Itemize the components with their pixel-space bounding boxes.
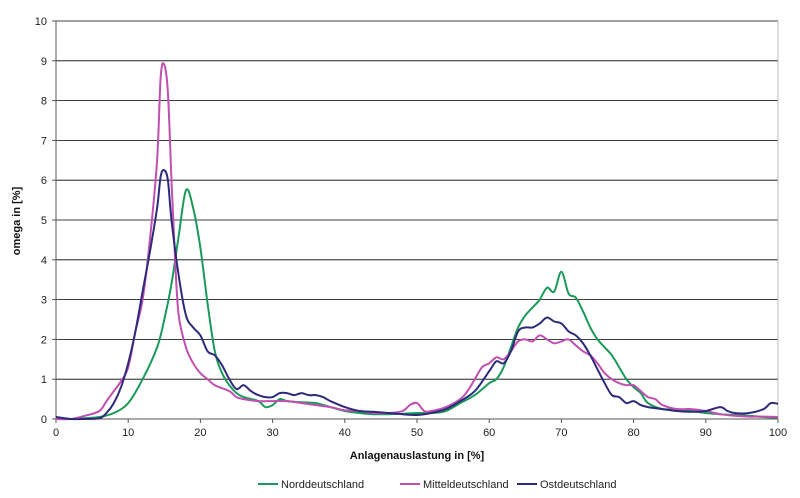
x-axis-ticks: 0 10 20 30 40 50 60 70 80 90 100: [53, 419, 787, 439]
x-tick-label-40: 40: [339, 427, 351, 439]
y-tick-label-0: 0: [41, 414, 47, 426]
y-tick-label-7: 7: [41, 135, 47, 147]
y-axis-title: omega in [%]: [11, 186, 23, 255]
y-tick-label-4: 4: [41, 255, 47, 267]
legend-label-norddeutschland: Norddeutschland: [281, 479, 364, 491]
x-tick-label-10: 10: [122, 427, 134, 439]
y-axis-ticks: 0 1 2 3 4 5 6 7 8 9 10: [35, 16, 56, 426]
y-tick-label-9: 9: [41, 56, 47, 68]
series-line-mitteldeutschland: [55, 62, 779, 421]
y-tick-label-5: 5: [41, 215, 47, 227]
x-tick-label-70: 70: [555, 427, 567, 439]
x-tick-label-50: 50: [411, 427, 423, 439]
x-tick-label-30: 30: [266, 427, 278, 439]
y-tick-label-2: 2: [41, 334, 47, 346]
x-axis-title: Anlagenauslastung in [%]: [350, 450, 485, 462]
y-tick-label-10: 10: [35, 16, 47, 28]
x-tick-label-80: 80: [627, 427, 639, 439]
series-line-ostdeutschland: [55, 169, 779, 421]
series-line-norddeutschland: [55, 188, 779, 421]
series-lines: [55, 62, 779, 421]
x-tick-label-20: 20: [194, 427, 206, 439]
x-tick-label-100: 100: [769, 427, 787, 439]
x-tick-label-0: 0: [53, 427, 59, 439]
y-tick-label-6: 6: [41, 175, 47, 187]
gridlines: [56, 20, 778, 380]
x-tick-label-90: 90: [700, 427, 712, 439]
x-tick-label-60: 60: [483, 427, 495, 439]
y-tick-label-8: 8: [41, 96, 47, 108]
legend: Norddeutschland Mitteldeutschland Ostdeuts…: [258, 479, 616, 491]
legend-label-mitteldeutschland: Mitteldeutschland: [423, 479, 509, 491]
legend-label-ostdeutschland: Ostdeutschland: [540, 479, 616, 491]
y-tick-label-3: 3: [41, 295, 47, 307]
y-tick-label-1: 1: [41, 374, 47, 386]
